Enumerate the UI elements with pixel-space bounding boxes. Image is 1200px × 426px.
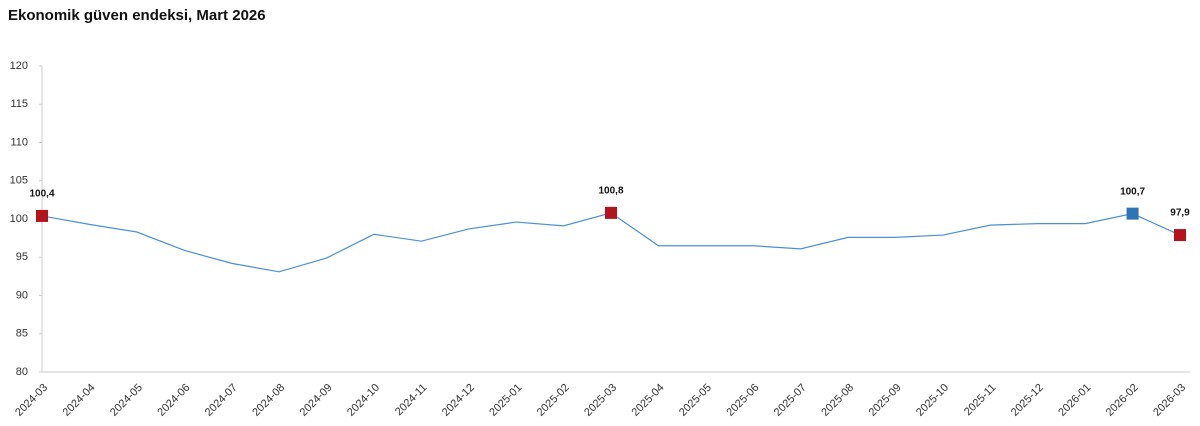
x-tick-label: 2024-07: [203, 382, 240, 419]
x-tick-label: 2024-11: [393, 382, 429, 418]
y-tick-label: 90: [16, 289, 28, 301]
y-tick-label: 110: [10, 136, 28, 148]
line: [41, 212, 1181, 273]
x-tick-label: 2025-01: [487, 382, 524, 419]
y-tick-label: 120: [10, 60, 28, 72]
y-tick-label: 80: [16, 366, 28, 378]
x-tick-label: 2025-07: [772, 382, 809, 419]
x-tick-label: 2025-04: [630, 382, 667, 419]
x-tick-label: 2025-08: [819, 382, 856, 419]
x-tick-label: 2025-10: [914, 382, 951, 419]
x-tick-label: 2024-06: [155, 382, 192, 419]
y-tick-label: 100: [10, 213, 28, 225]
x-tick-label: 2024-09: [298, 382, 335, 419]
x-tick-label: 2025-09: [867, 382, 904, 419]
y-tick-label: 85: [16, 328, 28, 340]
data-label: 97,9: [1170, 208, 1190, 219]
x-tick-label: 2024-08: [250, 382, 287, 419]
x-tick-label: 2026-03: [1151, 382, 1188, 419]
point-marker: [1174, 229, 1186, 242]
data-label: 100,7: [1120, 186, 1145, 197]
data-label: 100,8: [598, 186, 623, 197]
x-tick-label: 2024-04: [61, 382, 98, 419]
point-marker: [36, 209, 48, 222]
y-tick-label: 115: [10, 98, 28, 110]
x-tick-label: 2026-02: [1104, 382, 1141, 419]
x-tick-label: 2025-11: [962, 382, 998, 418]
x-tick-label: 2024-10: [345, 382, 382, 419]
x-tick-label: 2025-03: [582, 382, 619, 419]
x-tick-label: 2025-02: [535, 382, 572, 419]
x-tick-label: 2024-03: [13, 382, 50, 419]
x-tick-label: 2024-12: [440, 382, 477, 419]
x-tick-label: 2024-05: [108, 382, 145, 419]
x-tick-label: 2025-06: [724, 382, 761, 419]
data-label: 100,4: [29, 189, 54, 200]
x-tick-label: 2026-01: [1056, 382, 1093, 419]
x-tick-label: 2025-12: [1009, 382, 1046, 419]
y-tick-label: 105: [10, 175, 28, 187]
chart-title: Ekonomik güven endeksi, Mart 2026: [8, 7, 266, 24]
point-marker: [605, 206, 617, 219]
point-marker: [1126, 207, 1139, 220]
x-tick-label: 2025-05: [677, 382, 714, 419]
y-tick-label: 95: [16, 251, 28, 263]
